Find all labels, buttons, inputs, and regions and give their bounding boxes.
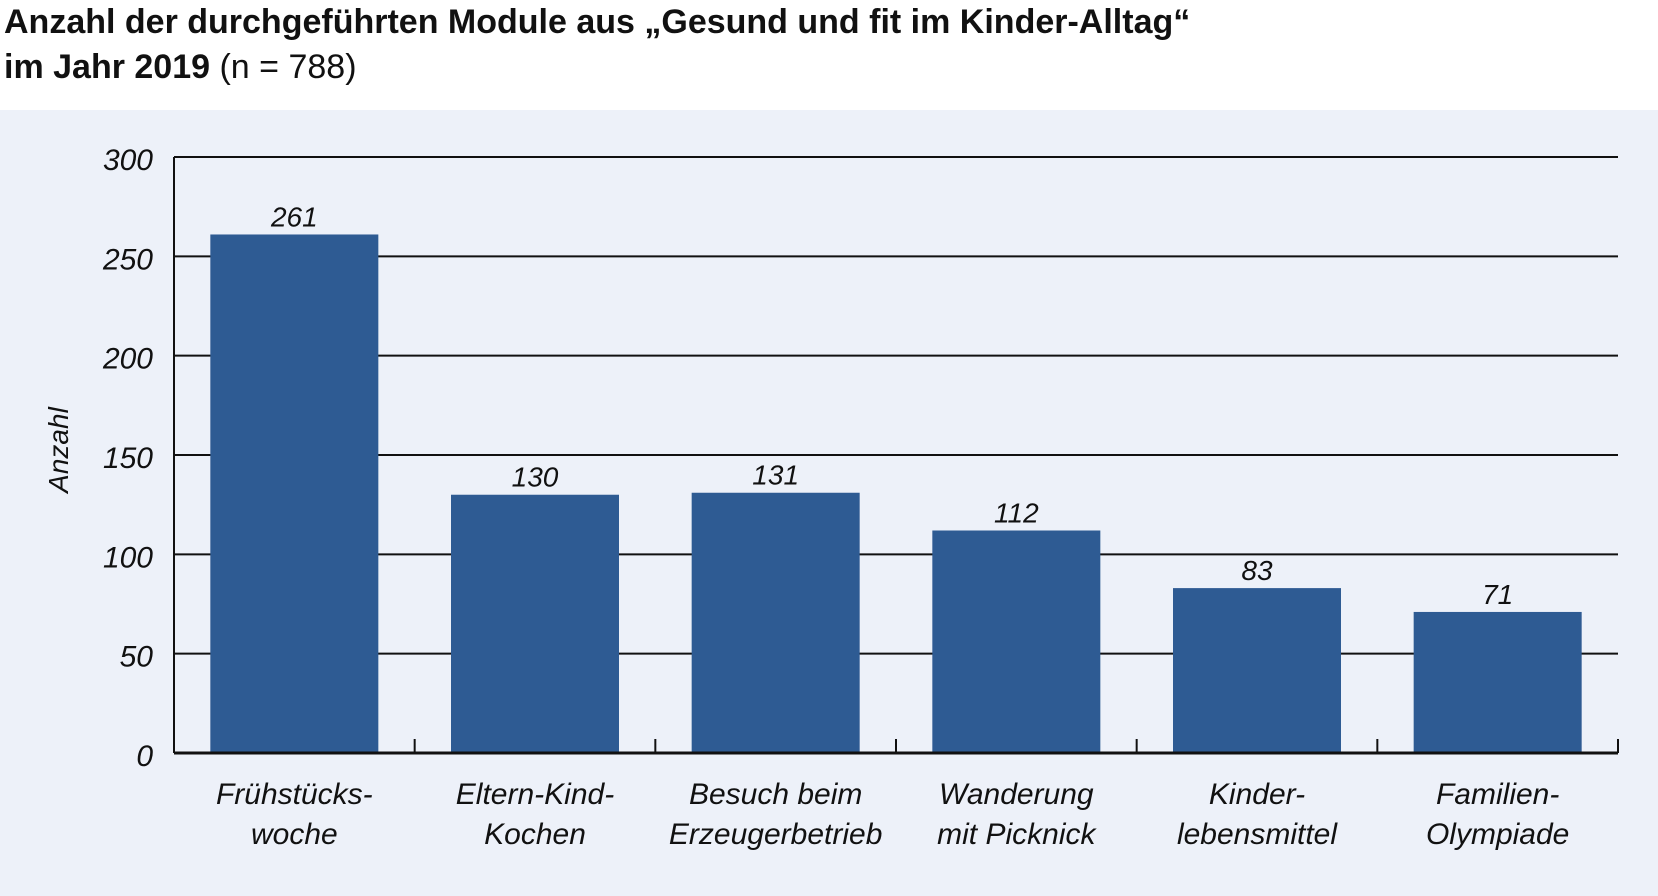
y-tick-label: 200 [102,343,153,376]
title-year: im Jahr 2019 [4,48,211,86]
x-tick-label-line: lebensmittel [1177,818,1338,851]
bar [451,494,619,753]
bar [691,492,860,753]
y-tick-label: 150 [103,442,153,475]
x-tick-label-line: Familien- [1436,778,1559,811]
y-tick-label: 50 [120,641,154,674]
x-tick-label-line: Wanderung [939,778,1094,811]
x-tick-label-line: Kochen [484,818,586,851]
y-tick-label: 250 [102,243,153,276]
title-line-2: im Jahr 2019 (n = 788) [4,45,1190,90]
x-tick-label-line: Besuch beim [689,778,862,811]
y-tick-label: 0 [136,740,153,773]
title-line-1: Anzahl der durchgeführten Module aus „Ge… [4,3,1191,41]
x-tick-label-line: Frühstücks- [216,778,373,811]
chart-title: Anzahl der durchgeführten Module aus „Ge… [4,0,1190,90]
x-tick-label-line: Eltern-Kind- [456,778,614,811]
x-tick-label-line: mit Picknick [937,818,1097,851]
bar [210,234,379,754]
bar-value-label: 71 [1482,579,1513,610]
bar-chart: 0 50 100 150 200 250 300 Anzahl 261 Frühstücks-wo… [43,144,1619,851]
x-tick-label: Frühstücks-woche [216,778,373,851]
sample-size-note: (n = 788) [219,48,357,86]
x-tick-label-line: Olympiade [1426,818,1569,851]
x-tick-label-line: Kinder- [1209,778,1305,811]
bar-value-label: 131 [752,460,799,491]
bar-value-label: 261 [270,201,318,232]
x-tick-label: Kinder-lebensmittel [1177,778,1338,851]
y-tick-label: 300 [103,144,153,177]
bar [1413,611,1582,753]
x-tick-label-line: Erzeugerbetrieb [669,818,882,851]
bar-value-label: 130 [512,462,559,493]
bar [1173,588,1341,753]
x-tick-label: Besuch beim Erzeugerbetrieb [669,778,882,851]
y-tick-label: 100 [103,541,153,574]
x-tick-label-line: woche [251,818,338,851]
bar-value-label: 83 [1241,555,1273,586]
y-axis-label: Anzahl [43,406,74,494]
x-tick-label: Familien- Olympiade [1426,778,1569,851]
x-tick-label: Eltern-Kind- Kochen [456,778,614,851]
bar-value-label: 112 [994,497,1039,528]
chart-panel: 0 50 100 150 200 250 300 Anzahl 261 Frühstücks-wo… [0,110,1658,896]
x-tick-label: Wanderung mit Picknick [937,778,1097,851]
bar [932,530,1101,753]
